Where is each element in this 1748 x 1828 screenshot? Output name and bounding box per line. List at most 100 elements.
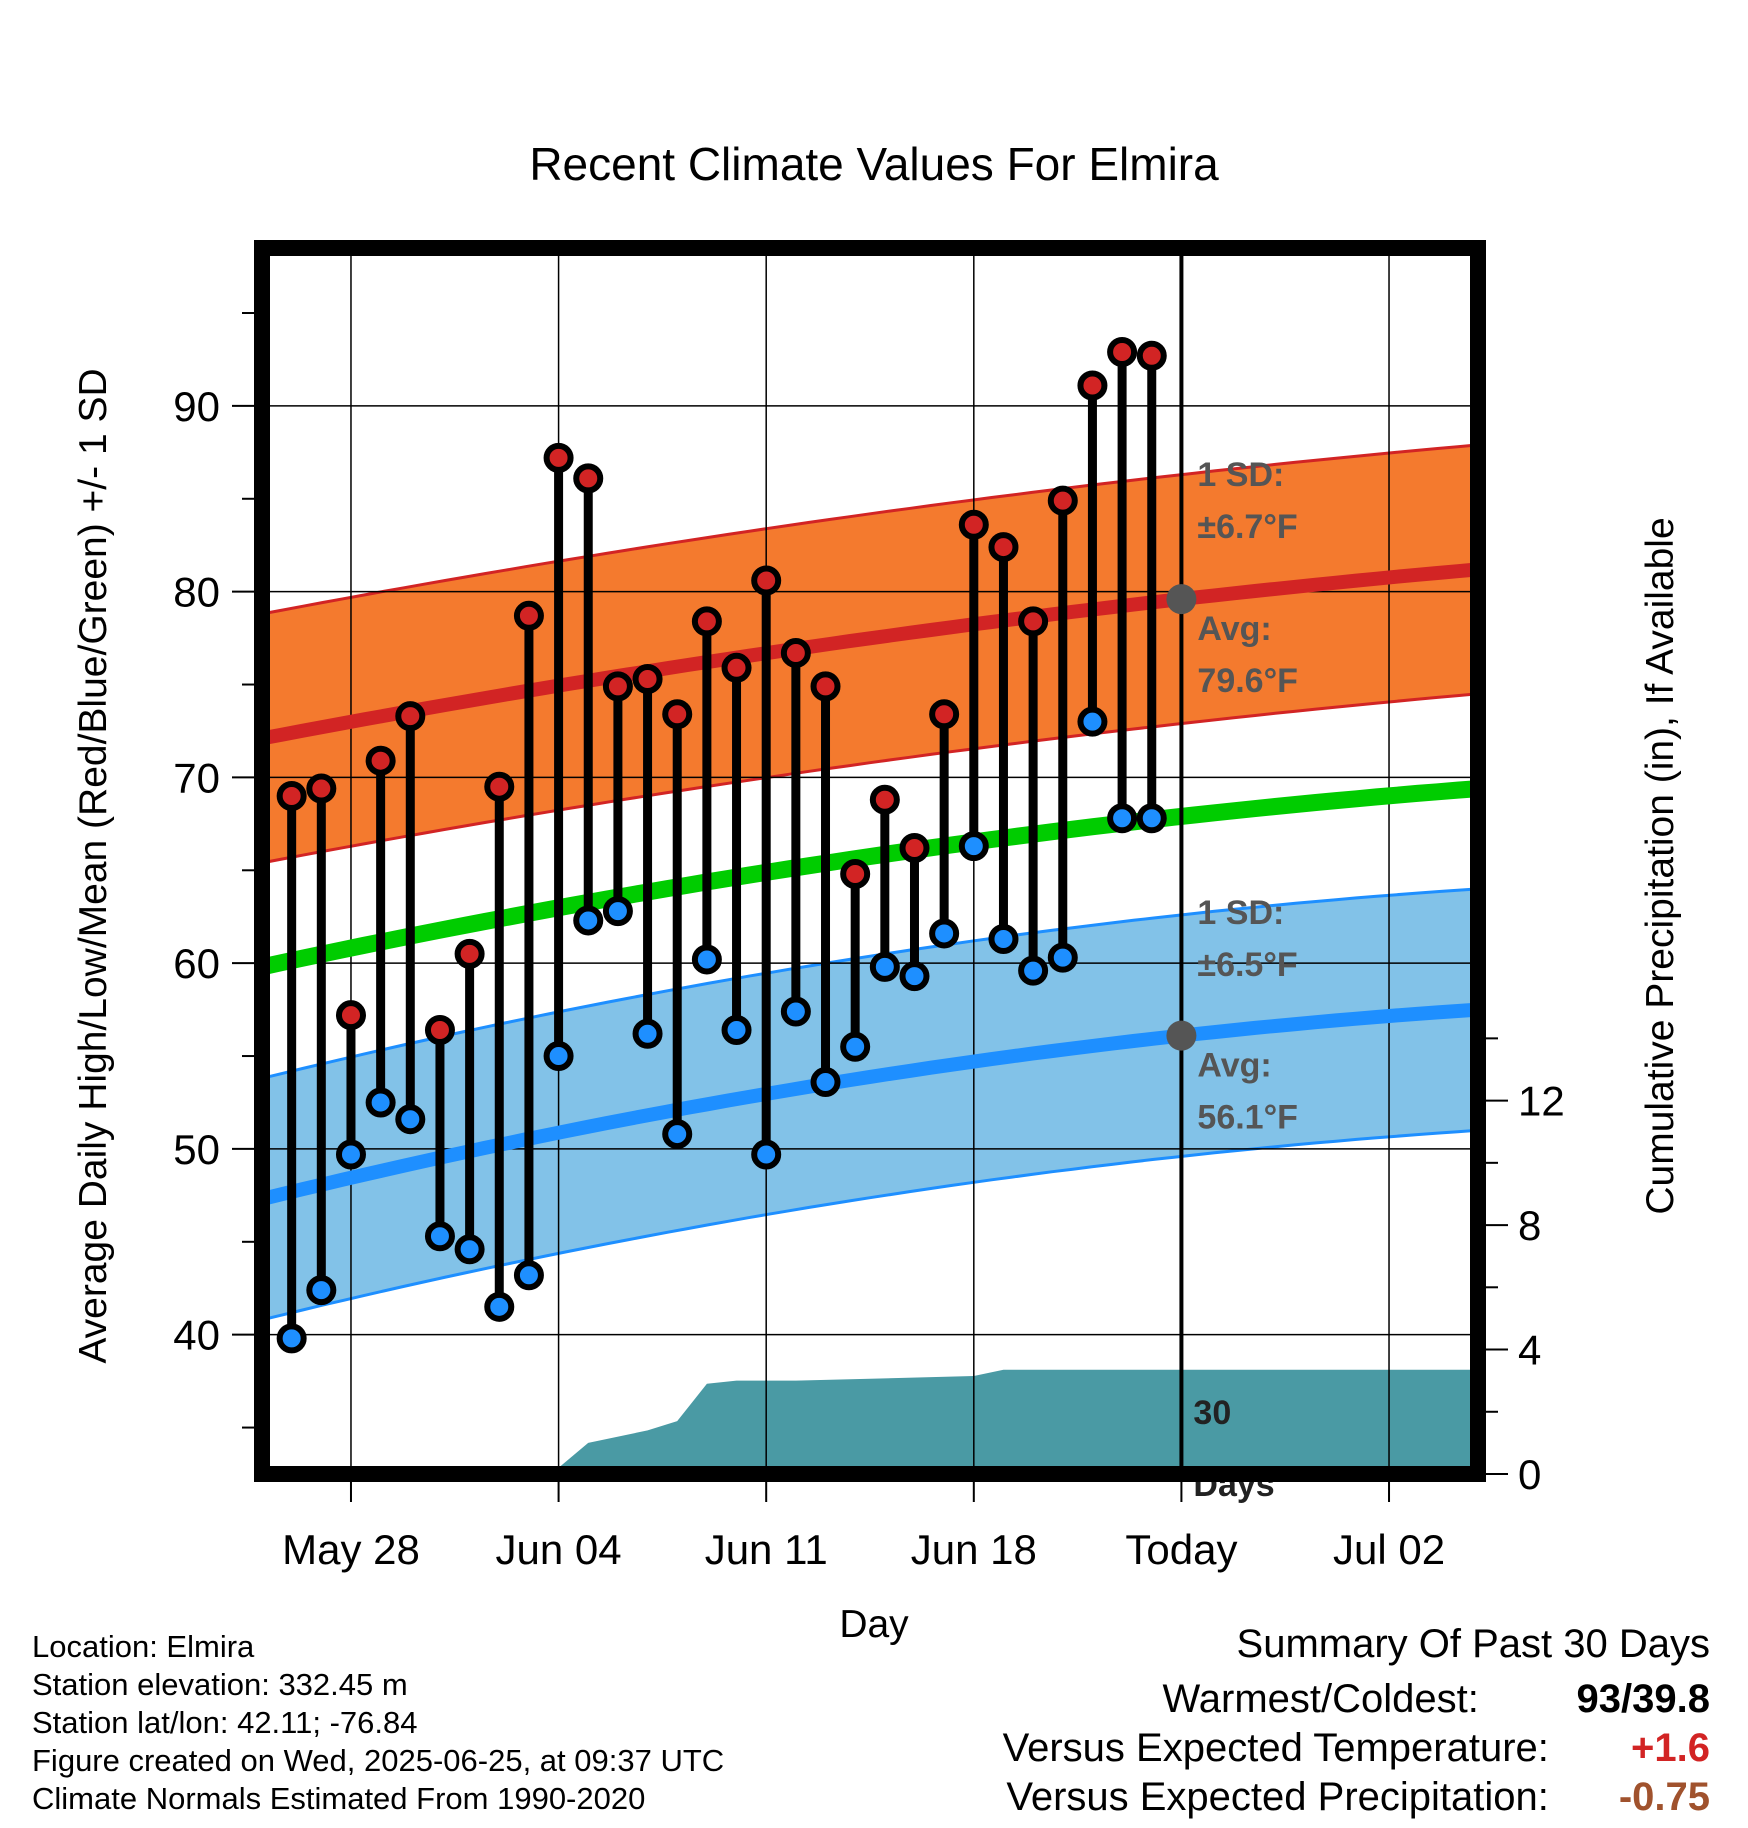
daily-low-point <box>899 961 930 992</box>
summary-panel: Summary Of Past 30 Days Warmest/Coldest:… <box>1003 1622 1710 1820</box>
daily-high-point <box>454 938 485 969</box>
daily-low-point <box>306 1275 337 1306</box>
avg-high-line <box>260 562 1479 746</box>
daily-high-point <box>395 701 426 732</box>
daily-high-point <box>1107 337 1138 368</box>
summary-warm-cold-label: Warmest/Coldest: <box>1162 1677 1479 1721</box>
daily-high-point <box>958 509 989 540</box>
y-left-tick-label: 90 <box>173 383 220 430</box>
y-right-tick-label: 8 <box>1518 1202 1541 1249</box>
y-right-tick-label: 0 <box>1518 1451 1541 1498</box>
daily-high-point <box>1047 485 1078 516</box>
footer-elevation: Station elevation: 332.45 m <box>32 1667 408 1702</box>
footer-created: Figure created on Wed, 2025-06-25, at 09… <box>32 1743 725 1778</box>
summary-warmest: 93 <box>1576 1677 1622 1721</box>
daily-high-point <box>276 780 307 811</box>
today-avg-low-marker <box>1166 1020 1197 1051</box>
y-left-tick-label: 50 <box>173 1126 220 1173</box>
daily-high-point <box>543 442 574 473</box>
daily-low-point <box>1077 706 1108 737</box>
summary-temp-row: Versus Expected Temperature: +1.6 <box>1003 1726 1710 1771</box>
low-sd-band-lower-edge <box>261 1128 1479 1322</box>
footer-location: Location: Elmira <box>32 1629 255 1664</box>
avg-mean-line <box>260 780 1479 976</box>
summary-warm-cold-value: 93/39.8 <box>1490 1677 1710 1722</box>
high-sd-band-lower-edge <box>261 692 1479 865</box>
daily-high-point <box>721 652 752 683</box>
chart-title: Recent Climate Values For Elmira <box>529 138 1219 190</box>
daily-high-point <box>810 671 841 702</box>
high-sd-band <box>262 444 1478 863</box>
y-right-tick-label: 12 <box>1518 1078 1565 1125</box>
daily-low-point <box>1107 803 1138 834</box>
daily-high-point <box>691 606 722 637</box>
y-axis-label-right: Cumulative Precipitation (in), If Availa… <box>1639 517 1682 1214</box>
x-tick-label: Jun 11 <box>705 1526 828 1573</box>
low-sd-band <box>262 888 1478 1320</box>
daily-high-point <box>484 771 515 802</box>
daily-low-point <box>691 944 722 975</box>
daily-low-point <box>721 1015 752 1046</box>
x-tick-label: Today <box>1125 1526 1237 1573</box>
low-sd-band-upper-edge <box>261 887 1479 1080</box>
x-axis-label: Day <box>839 1603 909 1646</box>
footer-normals: Climate Normals Estimated From 1990-2020 <box>32 1781 646 1816</box>
x-tick-label: May 28 <box>282 1526 420 1573</box>
daily-high-point <box>573 463 604 494</box>
x-tick-label: Jun 04 <box>496 1526 622 1573</box>
avg-low-line <box>260 1002 1479 1206</box>
daily-high-point <box>988 532 1019 563</box>
daily-high-point <box>1077 370 1108 401</box>
window-count: 30 <box>1193 1394 1231 1432</box>
summary-coldest: 39.8 <box>1632 1677 1710 1721</box>
daily-low-point <box>988 924 1019 955</box>
daily-low-point <box>335 1139 366 1170</box>
summary-precip-row: Versus Expected Precipitation: -0.75 <box>1003 1775 1710 1820</box>
daily-high-point <box>1136 340 1167 371</box>
daily-high-point <box>513 600 544 631</box>
daily-low-point <box>1018 955 1049 986</box>
daily-high-point <box>869 784 900 815</box>
daily-high-point <box>424 1015 455 1046</box>
daily-low-point <box>840 1031 871 1062</box>
daily-high-point <box>632 663 663 694</box>
y-right-tick-label: 4 <box>1518 1327 1541 1374</box>
summary-temp-value: +1.6 <box>1631 1726 1710 1770</box>
daily-low-point <box>1047 942 1078 973</box>
high-sd-band-upper-edge <box>261 443 1479 616</box>
summary-separator: / <box>1621 1677 1633 1721</box>
daily-high-point <box>929 699 960 730</box>
low-avg-label: Avg: <box>1197 1046 1271 1084</box>
daily-low-point <box>751 1139 782 1170</box>
daily-low-point <box>513 1260 544 1291</box>
x-tick-label: Jul 02 <box>1333 1526 1445 1573</box>
daily-low-point <box>929 918 960 949</box>
summary-precip-value: -0.75 <box>1618 1775 1710 1819</box>
daily-low-point <box>602 896 633 927</box>
y-left-tick-label: 70 <box>173 754 220 801</box>
daily-low-point <box>543 1041 574 1072</box>
daily-low-point <box>958 831 989 862</box>
today-avg-high-marker <box>1166 584 1197 615</box>
daily-high-point <box>840 859 871 890</box>
daily-low-point <box>454 1234 485 1265</box>
daily-high-point <box>751 565 782 596</box>
daily-high-point <box>602 671 633 702</box>
daily-low-point <box>484 1291 515 1322</box>
y-left-tick-label: 40 <box>173 1312 220 1359</box>
daily-low-point <box>662 1119 693 1150</box>
summary-precip-label: Versus Expected Precipitation: <box>1006 1775 1549 1819</box>
high-avg-value: 79.6°F <box>1197 662 1298 700</box>
daily-low-point <box>780 996 811 1027</box>
daily-low-point <box>395 1104 426 1135</box>
low-sd-label: 1 SD: <box>1197 894 1284 932</box>
daily-low-point <box>632 1018 663 1049</box>
y-left-tick-label: 80 <box>173 569 220 616</box>
y-axis-label-left: Average Daily High/Low/Mean (Red/Blue/Gr… <box>72 368 115 1363</box>
plot-frame <box>254 240 1486 1482</box>
daily-low-point <box>810 1067 841 1098</box>
high-sd-label: 1 SD: <box>1197 456 1284 494</box>
precipitation-area <box>351 1369 1478 1474</box>
summary-temp-label: Versus Expected Temperature: <box>1002 1726 1549 1770</box>
